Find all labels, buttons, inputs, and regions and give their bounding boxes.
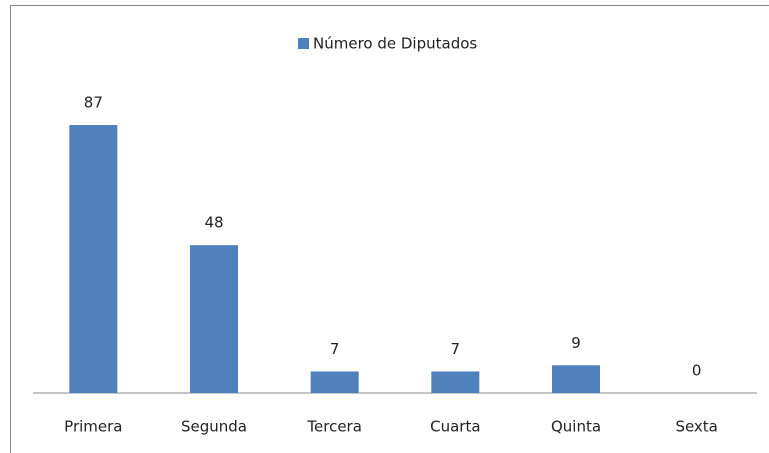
x-tick-label: Primera — [64, 418, 122, 436]
x-tick-label: Cuarta — [430, 418, 480, 436]
bar — [552, 365, 600, 393]
legend-label: Número de Diputados — [313, 35, 477, 53]
chart-frame — [10, 5, 769, 453]
data-label: 87 — [84, 94, 103, 112]
data-label: 7 — [451, 340, 461, 358]
data-label: 48 — [204, 214, 223, 232]
bar — [190, 245, 238, 393]
x-tick-label: Quinta — [551, 418, 601, 436]
bar — [431, 371, 480, 393]
x-tick-label: Segunda — [181, 418, 247, 436]
x-tick-label: Tercera — [306, 418, 362, 436]
bar — [310, 371, 359, 393]
legend-swatch — [298, 38, 309, 49]
data-label: 9 — [571, 334, 581, 352]
data-label: 0 — [692, 362, 702, 380]
x-tick-label: Sexta — [675, 418, 717, 436]
bar — [69, 125, 118, 393]
data-label: 7 — [330, 340, 340, 358]
